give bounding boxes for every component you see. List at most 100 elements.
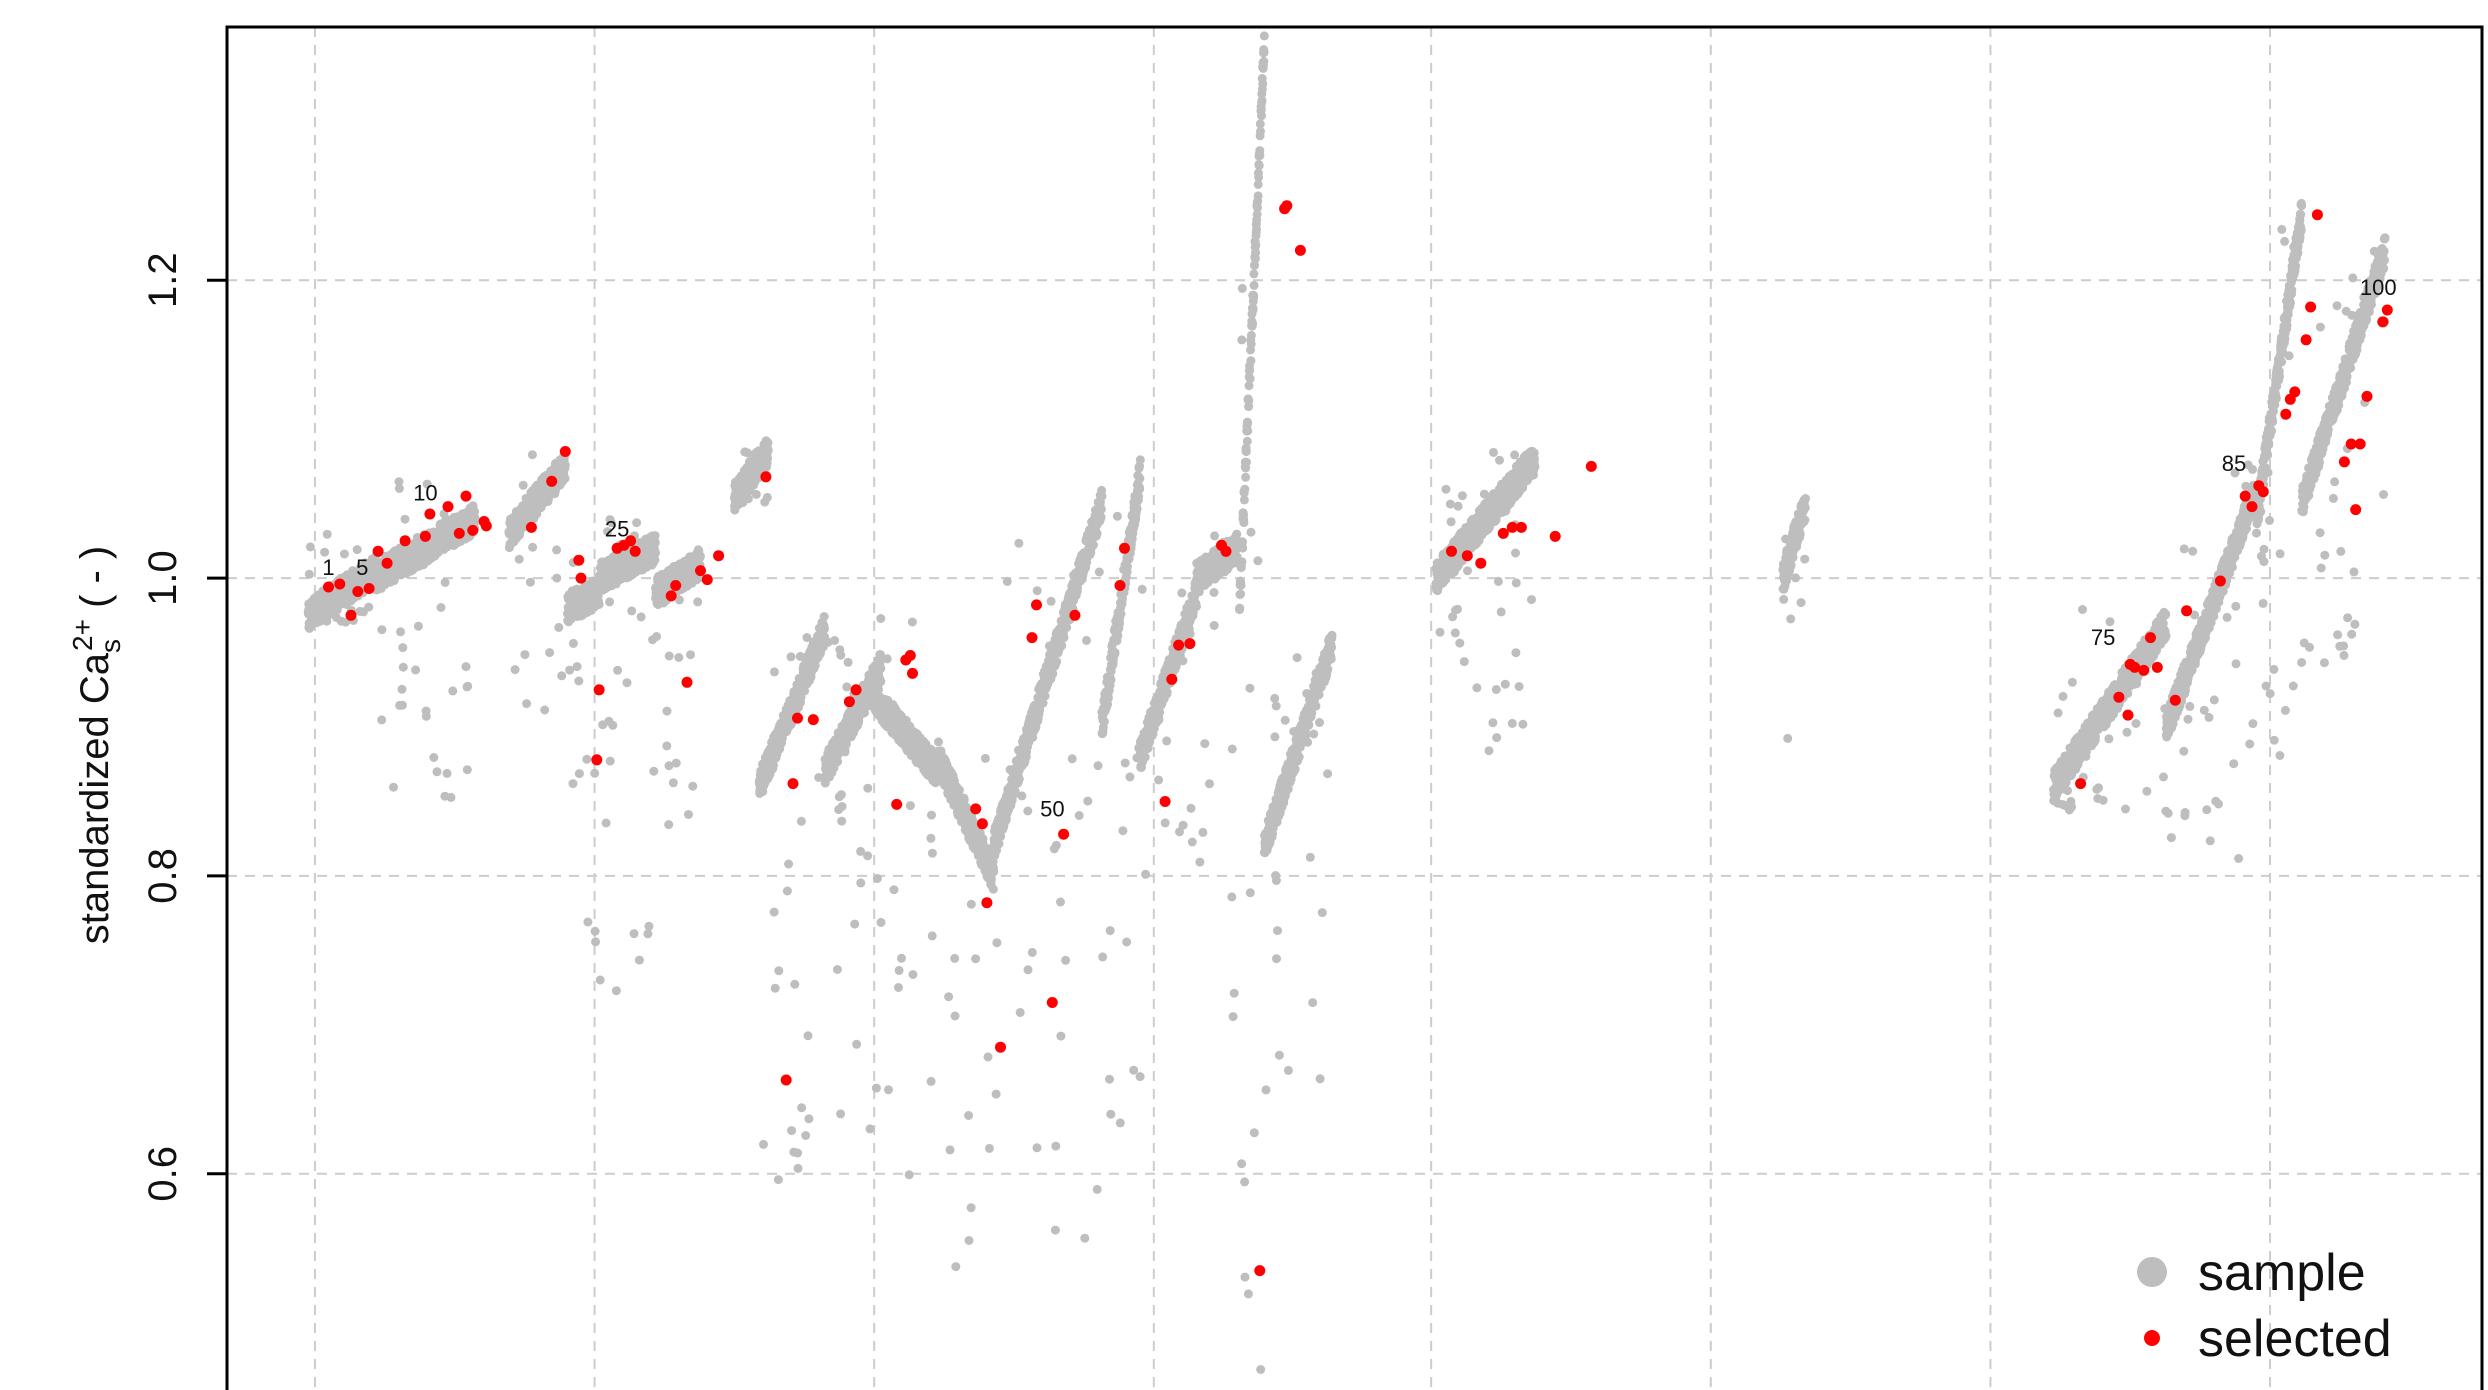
sample-point bbox=[1051, 840, 1061, 850]
sample-point bbox=[649, 766, 659, 776]
sample-point bbox=[1135, 455, 1145, 465]
sample-point bbox=[1125, 772, 1135, 782]
sample-point bbox=[461, 662, 471, 672]
sample-point bbox=[1259, 31, 1269, 41]
sample-point bbox=[1239, 518, 1249, 528]
sample-point bbox=[1245, 888, 1255, 898]
sample-point bbox=[693, 597, 703, 607]
sample-point bbox=[377, 625, 387, 635]
sample-point bbox=[1185, 629, 1195, 639]
sample-point bbox=[770, 983, 780, 993]
sample-point bbox=[950, 953, 960, 963]
sample-point bbox=[422, 479, 432, 489]
sample-point bbox=[1209, 621, 1219, 630]
sample-point bbox=[863, 851, 873, 861]
sample-point bbox=[1209, 588, 1219, 597]
sample-point bbox=[1245, 374, 1255, 384]
sample-point bbox=[1248, 305, 1258, 315]
sample-point bbox=[1017, 791, 1027, 801]
sample-point bbox=[1200, 739, 1210, 749]
sample-point bbox=[1253, 191, 1263, 201]
sample-point bbox=[421, 711, 431, 721]
sample-point bbox=[991, 1089, 1001, 1099]
sample-point bbox=[1227, 744, 1237, 754]
sample-point bbox=[1249, 1128, 1259, 1138]
sample-point bbox=[1051, 1141, 1061, 1151]
sample-point bbox=[668, 778, 678, 788]
sample-point bbox=[1237, 1159, 1247, 1169]
sample-point bbox=[377, 715, 387, 725]
sample-point bbox=[819, 612, 829, 621]
sample-point bbox=[394, 477, 404, 487]
sample-point bbox=[1259, 56, 1269, 66]
sample-point bbox=[964, 1236, 974, 1245]
sample-point bbox=[552, 545, 562, 555]
sample-point bbox=[787, 1126, 797, 1136]
sample-point bbox=[1002, 576, 1012, 586]
sample-point bbox=[582, 754, 592, 764]
sample-point bbox=[601, 818, 611, 828]
sample-point bbox=[1129, 1065, 1139, 1075]
sample-point bbox=[876, 917, 886, 927]
sample-point bbox=[514, 554, 524, 564]
sample-point bbox=[926, 1076, 936, 1086]
sample-point bbox=[605, 597, 615, 607]
sample-point bbox=[557, 671, 567, 681]
sample-point bbox=[622, 678, 632, 688]
sample-point bbox=[644, 921, 654, 931]
sample-point bbox=[988, 884, 998, 894]
sample-point bbox=[796, 816, 806, 826]
sample-point bbox=[1015, 1008, 1025, 1017]
sample-point bbox=[837, 802, 847, 811]
sample-point bbox=[1251, 240, 1261, 250]
sample-point bbox=[1254, 161, 1264, 171]
sample-point bbox=[1135, 473, 1145, 483]
sample-point bbox=[1246, 356, 1256, 366]
sample-point bbox=[606, 518, 616, 528]
sample-point bbox=[1227, 892, 1237, 902]
sample-point bbox=[1154, 715, 1164, 725]
sample-point bbox=[836, 1109, 846, 1119]
sample-point bbox=[1106, 675, 1116, 685]
sample-point bbox=[801, 1131, 811, 1140]
sample-point bbox=[522, 699, 532, 709]
sample-point bbox=[627, 606, 637, 616]
sample-point bbox=[876, 614, 886, 623]
sample-point bbox=[603, 527, 613, 537]
sample-point bbox=[793, 1148, 803, 1158]
sample-point bbox=[545, 648, 555, 658]
sample-point bbox=[664, 820, 674, 830]
sample-point bbox=[1256, 1365, 1266, 1374]
sample-point bbox=[803, 1031, 813, 1041]
sample-point bbox=[528, 542, 538, 552]
sample-point bbox=[565, 665, 575, 675]
sample-point bbox=[1092, 529, 1102, 539]
sample-point bbox=[1271, 876, 1281, 885]
sample-point bbox=[927, 848, 937, 858]
sample-point bbox=[1237, 283, 1247, 293]
sample-point bbox=[1056, 1031, 1066, 1041]
sample-point bbox=[695, 551, 705, 561]
sample-segment bbox=[504, 450, 570, 715]
sample-point bbox=[339, 549, 349, 559]
sample-point bbox=[651, 548, 660, 558]
sample-point bbox=[905, 801, 915, 811]
sample-point bbox=[1257, 95, 1267, 105]
sample-point bbox=[305, 542, 315, 552]
sample-point bbox=[1242, 457, 1251, 467]
sample-point bbox=[1258, 79, 1268, 89]
sample-point bbox=[1245, 683, 1255, 693]
sample-point bbox=[322, 529, 332, 539]
sample-point bbox=[1243, 1289, 1253, 1299]
sample-point bbox=[1080, 1233, 1090, 1243]
sample-point bbox=[784, 859, 794, 869]
sample-point bbox=[743, 494, 753, 504]
sample-point bbox=[552, 573, 562, 583]
sample-point bbox=[1273, 926, 1282, 936]
sample-point bbox=[1162, 736, 1172, 746]
sample-point bbox=[688, 781, 698, 791]
sample-point bbox=[1178, 656, 1188, 666]
sample-point bbox=[662, 706, 672, 716]
sample-point bbox=[1236, 580, 1246, 590]
sample-point bbox=[1248, 319, 1258, 329]
